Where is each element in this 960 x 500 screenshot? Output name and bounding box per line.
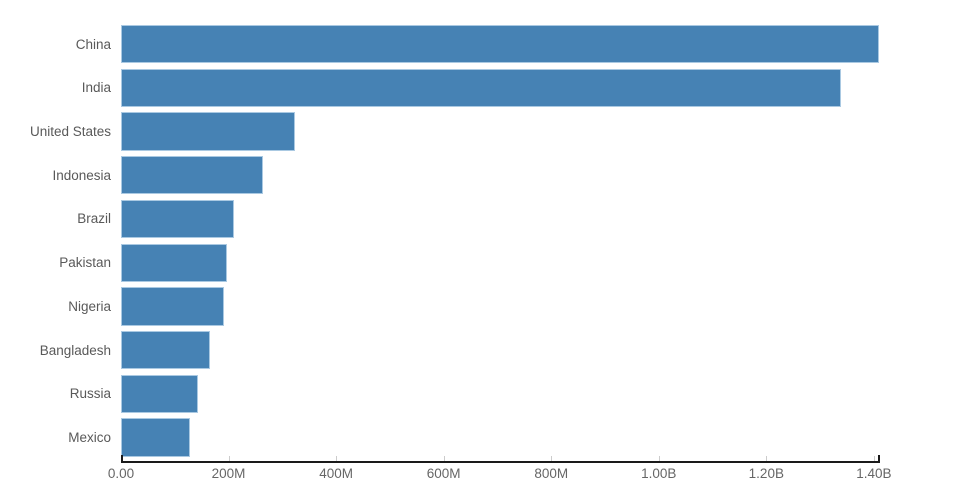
x-tick-mark xyxy=(658,456,660,461)
category-label: Indonesia xyxy=(52,167,111,183)
x-tick-label: 1.00B xyxy=(641,466,677,481)
x-tick-mark xyxy=(228,456,230,461)
x-tick-label: 1.40B xyxy=(856,466,892,481)
category-label: Bangladesh xyxy=(39,342,111,358)
bar-brazil xyxy=(121,199,234,239)
x-tick-mark xyxy=(766,456,768,461)
x-tick-label: 600M xyxy=(426,466,461,481)
x-tick-label: 800M xyxy=(534,466,569,481)
category-label: Mexico xyxy=(68,429,111,445)
bar-indonesia xyxy=(121,156,263,195)
x-tick-label: 400M xyxy=(319,466,353,481)
bar-russia xyxy=(121,374,199,413)
bar-china xyxy=(121,25,879,64)
x-tick-mark xyxy=(873,456,875,461)
bar-india xyxy=(121,68,842,108)
x-tick-mark xyxy=(336,456,338,461)
category-label: Russia xyxy=(69,386,111,402)
x-tick-label: 1.20B xyxy=(748,466,784,481)
category-label: India xyxy=(81,80,111,96)
category-label: Pakistan xyxy=(59,255,111,271)
x-axis-end-cap xyxy=(121,455,123,461)
bar-bangladesh xyxy=(121,330,210,370)
category-label: Brazil xyxy=(77,211,111,227)
x-tick-mark xyxy=(443,456,445,461)
bar-united-states xyxy=(121,112,296,151)
bar-nigeria xyxy=(121,287,224,326)
bar-pakistan xyxy=(121,243,227,282)
x-tick-mark xyxy=(551,456,553,461)
category-label: China xyxy=(75,36,111,52)
x-tick-label: 0.00 xyxy=(107,466,135,481)
x-axis-end-cap xyxy=(878,455,880,461)
category-label: Nigeria xyxy=(68,298,111,314)
x-axis-domain-line xyxy=(121,461,880,463)
x-tick-label: 200M xyxy=(211,466,246,481)
category-label: United States xyxy=(29,124,111,140)
bar-mexico xyxy=(121,418,191,457)
